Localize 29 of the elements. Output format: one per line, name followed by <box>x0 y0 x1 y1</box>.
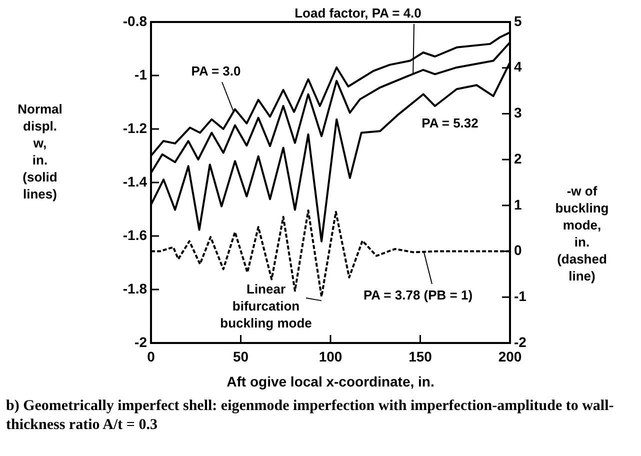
x-tick-label: 50 <box>232 348 249 364</box>
y-tick-label: -2 <box>134 334 148 350</box>
y2-tick-label: 5 <box>514 12 522 29</box>
series-label: PA = 5.32 <box>422 116 478 131</box>
y2-tick-label: -1 <box>514 288 527 304</box>
y-tick-label: -1.2 <box>122 120 148 136</box>
text: b) Geometrically imperfect shell: eigenmode imperfection with imperfection-amplitude to wall-thickness ratio A/t = 0.3 <box>5 397 615 435</box>
x-tick-label: 200 <box>498 348 522 364</box>
text: PA = 3.0 <box>191 64 241 79</box>
y2-tick-label: 3 <box>514 104 522 121</box>
x-tick-label: 150 <box>408 348 432 364</box>
y-tick-label: -1 <box>134 66 148 82</box>
x-tick-label: 100 <box>318 348 342 364</box>
y2-tick-label: 0 <box>514 242 522 258</box>
y-tick-label: -1.8 <box>122 280 148 296</box>
series-label: PA = 3.78 (PB = 1) <box>363 288 473 303</box>
y2-tick-label: 2 <box>514 150 522 166</box>
y-tick-label: -1.6 <box>122 226 148 243</box>
y-tick-label: -0.8 <box>122 12 148 29</box>
x-tick-label: 0 <box>147 348 156 364</box>
y2-tick-label: 4 <box>514 58 522 75</box>
y2-axis-title: -w of buckling mode, in. (dashed line) <box>555 184 609 284</box>
y2-tick-label: -2 <box>514 334 527 350</box>
y-tick-label: -1.4 <box>122 173 148 190</box>
annotation: Linear bifurcation buckling mode <box>220 282 312 331</box>
y2-tick-label: 1 <box>514 196 522 212</box>
x-axis-title: Aft ogive local x-coordinate, in. <box>226 373 434 390</box>
text: Load factor, PA = 4.0 <box>294 6 422 21</box>
y-axis-title: Normal displ. w, in. (solid lines) <box>18 102 62 202</box>
